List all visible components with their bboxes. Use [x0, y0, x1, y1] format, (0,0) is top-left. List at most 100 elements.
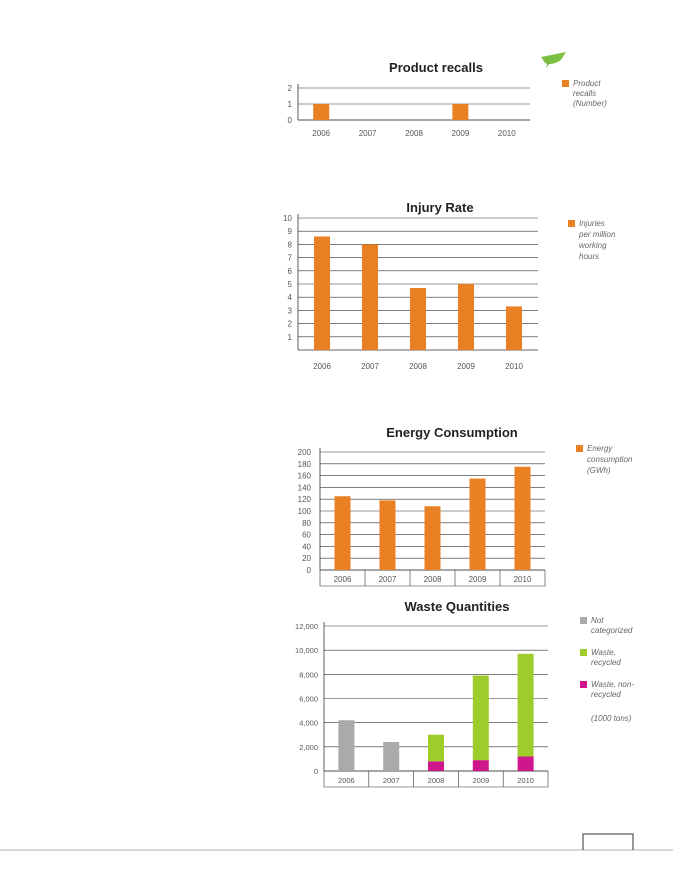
chart-title: Injury Rate — [406, 200, 473, 215]
x-tick-label: 2010 — [514, 575, 532, 584]
energy-consumption-chart: Energy Consumption 0 20 40 60 80 100 120 140 160 1… — [298, 425, 633, 587]
legend-label: categorized — [591, 626, 633, 635]
y-tick-label: 3 — [288, 306, 293, 315]
logo-leaf — [541, 52, 566, 64]
x-tick-label: 2008 — [428, 776, 445, 785]
y-tick-label: 7 — [288, 254, 293, 263]
legend-label: recycled — [591, 658, 621, 667]
y-tick-label: 8,000 — [299, 670, 318, 679]
x-tick-label: 2006 — [313, 362, 331, 371]
bar — [383, 742, 400, 771]
legend-label: (Number) — [573, 99, 607, 108]
y-tick-label: 80 — [302, 519, 311, 528]
y-tick-label: 2 — [288, 320, 293, 329]
y-tick-label: 180 — [298, 460, 312, 469]
y-tick-label: 200 — [298, 448, 312, 457]
bar — [517, 756, 534, 771]
legend-label: Product — [573, 79, 601, 88]
y-tick-label: 4 — [288, 293, 293, 302]
x-tick-label: 2006 — [312, 129, 330, 138]
bar — [379, 500, 396, 570]
x-tick-label: 2007 — [361, 362, 379, 371]
y-tick-label: 9 — [288, 227, 293, 236]
x-tick-label: 2006 — [334, 575, 352, 584]
y-tick-label: 0 — [314, 767, 318, 776]
y-tick-label: 2,000 — [299, 743, 318, 752]
y-tick-label: 8 — [288, 240, 293, 249]
legend-swatch — [562, 80, 569, 87]
y-tick-label: 160 — [298, 472, 312, 481]
x-tick-label: 2009 — [452, 129, 470, 138]
y-tick-label: 0 — [288, 116, 293, 125]
y-tick-label: 10 — [283, 214, 292, 223]
bar — [472, 675, 489, 761]
legend-label: recalls — [573, 89, 596, 98]
bar — [458, 284, 474, 350]
legend-label: Not — [591, 616, 604, 625]
x-tick-label: 2006 — [338, 776, 355, 785]
bar — [469, 478, 486, 570]
bar — [314, 236, 330, 350]
bar — [428, 734, 444, 762]
x-tick-label: 2010 — [517, 776, 534, 785]
x-tick-label: 2007 — [383, 776, 400, 785]
legend-label: Injuries — [579, 219, 605, 228]
chart-title: Waste Quantities — [405, 599, 510, 614]
y-tick-label: 20 — [302, 554, 311, 563]
bar — [452, 104, 469, 120]
x-tick-label: 2008 — [409, 362, 427, 371]
bar — [514, 466, 531, 570]
page-number-tab — [582, 833, 634, 850]
x-tick-label: 2010 — [505, 362, 523, 371]
legend-swatch — [568, 220, 575, 227]
bar — [517, 653, 534, 757]
bar — [424, 506, 441, 570]
bar — [362, 244, 378, 350]
y-tick-label: 10,000 — [295, 646, 318, 655]
bar — [472, 760, 489, 771]
bar — [428, 761, 444, 771]
legend-swatch — [580, 617, 587, 624]
y-tick-label: 5 — [288, 280, 293, 289]
y-tick-label: 140 — [298, 483, 312, 492]
legend-label: recycled — [591, 690, 621, 699]
y-tick-label: 40 — [302, 542, 311, 551]
y-tick-label: 12,000 — [295, 622, 318, 631]
legend-label: Waste, — [591, 648, 616, 657]
green-leaf-icon — [541, 52, 566, 68]
x-tick-label: 2009 — [472, 776, 489, 785]
logo-leaf-drop — [546, 62, 549, 68]
legend-label: (GWh) — [587, 466, 611, 475]
y-tick-label: 100 — [298, 507, 312, 516]
waste-quantities-chart: Waste Quantities 0 2,000 4,000 6,000 8,000 10,… — [295, 599, 634, 788]
y-tick-label: 1 — [288, 333, 293, 342]
x-tick-label: 2009 — [469, 575, 487, 584]
legend-swatch — [576, 445, 583, 452]
x-tick-label: 2008 — [405, 129, 423, 138]
bar — [338, 720, 355, 771]
unit-note: (1000 tons) — [591, 714, 632, 723]
y-tick-label: 4,000 — [299, 719, 318, 728]
y-tick-label: 120 — [298, 495, 312, 504]
injury-rate-chart: Injury Rate 1 2 3 4 5 6 7 8 9 10 2006 2007 2008 2009 20… — [283, 200, 616, 371]
footer-page-tab — [0, 833, 673, 851]
y-tick-label: 60 — [302, 531, 311, 540]
legend-label: Waste, non- — [591, 680, 634, 689]
y-tick-label: 2 — [288, 84, 293, 93]
legend-label: consumption — [587, 455, 633, 464]
chart-title: Product recalls — [389, 60, 483, 75]
x-tick-label: 2008 — [424, 575, 442, 584]
legend-label: per million — [578, 230, 616, 239]
legend-swatch — [580, 649, 587, 656]
y-tick-label: 6,000 — [299, 695, 318, 704]
x-tick-label: 2007 — [359, 129, 377, 138]
legend-label: working — [579, 241, 607, 250]
chart-title: Energy Consumption — [386, 425, 518, 440]
x-tick-label: 2009 — [457, 362, 475, 371]
y-tick-label: 1 — [288, 100, 293, 109]
y-tick-label: 6 — [288, 267, 293, 276]
product-recalls-chart: Product recalls 0 1 2 2006 2007 2008 2009 2010 Pr… — [288, 60, 608, 138]
y-tick-label: 0 — [307, 566, 312, 575]
legend-swatch — [580, 681, 587, 688]
bar — [410, 287, 426, 350]
